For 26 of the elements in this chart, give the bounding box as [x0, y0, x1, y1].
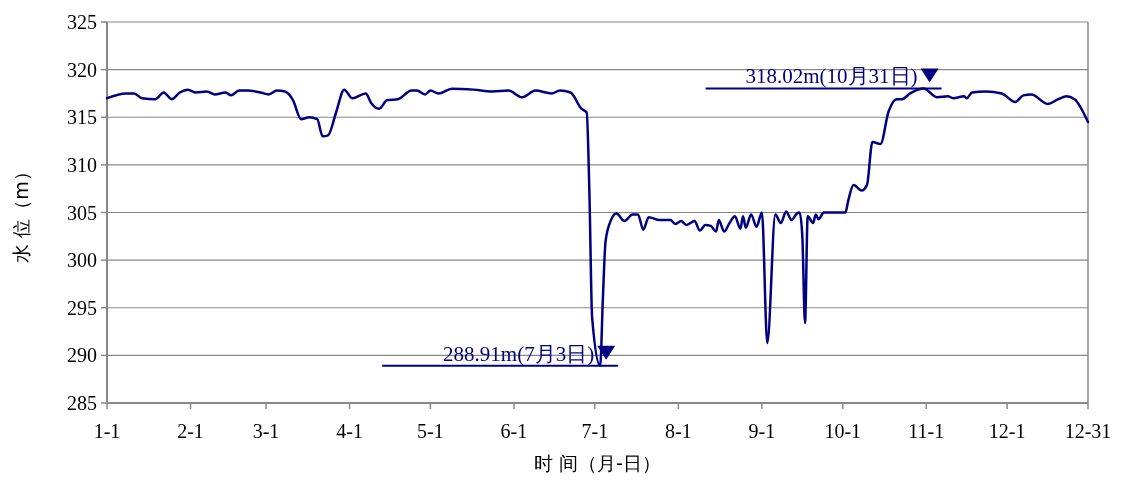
x-tick-label: 8-1 — [665, 420, 692, 442]
x-tick-label: 5-1 — [417, 420, 444, 442]
x-axis-title: 时 间（月-日） — [534, 452, 661, 474]
x-tick-label: 11-1 — [908, 420, 945, 442]
x-tick-label: 12-31 — [1064, 420, 1112, 442]
x-tick-label: 2-1 — [177, 420, 204, 442]
x-tick-label: 1-1 — [93, 420, 121, 442]
y-tick-label: 320 — [67, 58, 97, 81]
y-tick-label: 325 — [67, 11, 97, 33]
y-tick-label: 305 — [67, 201, 97, 224]
y-tick-label: 285 — [67, 392, 97, 414]
annotation: 318.02m(10月31日) — [745, 64, 918, 89]
y-tick-label: 310 — [67, 153, 97, 176]
x-tick-label: 7-1 — [581, 420, 609, 442]
y-tick-label: 290 — [67, 344, 97, 367]
y-tick-label: 315 — [67, 106, 97, 129]
x-tick-label: 9-1 — [748, 420, 776, 442]
x-tick-label: 3-1 — [252, 420, 280, 442]
annotation: 288.91m(7月3日) — [443, 341, 595, 366]
y-tick-label: 295 — [67, 296, 97, 319]
x-tick-label: 6-1 — [500, 420, 528, 442]
y-axis-title: 水 位（m） — [10, 162, 32, 263]
y-tick-label: 300 — [67, 249, 97, 272]
x-tick-label: 12-1 — [988, 420, 1026, 442]
x-tick-label: 10-1 — [824, 420, 862, 442]
x-tick-label: 4-1 — [336, 420, 363, 442]
